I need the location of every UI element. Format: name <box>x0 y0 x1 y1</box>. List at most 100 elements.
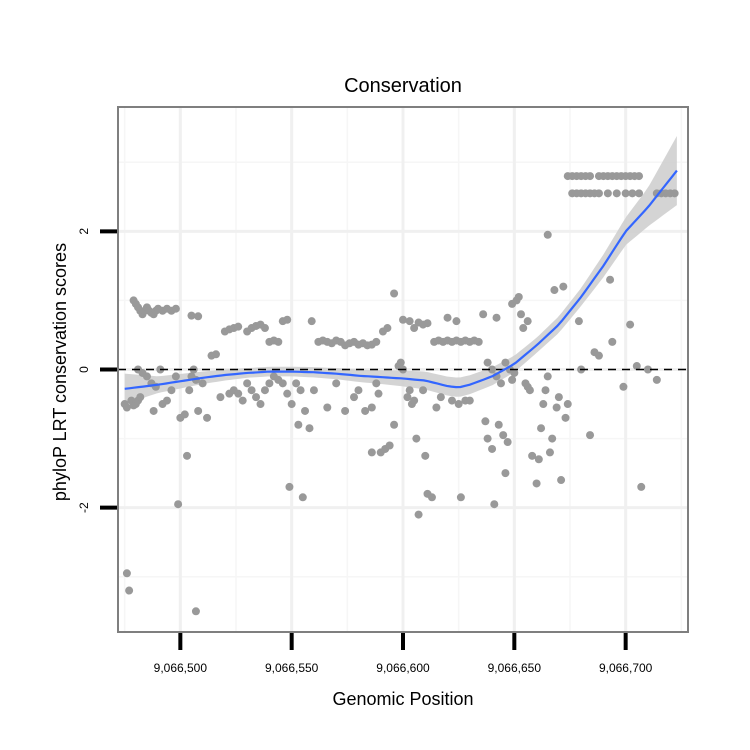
data-point <box>238 396 247 405</box>
data-point <box>252 393 261 402</box>
data-point <box>479 310 488 319</box>
data-point <box>211 350 220 359</box>
data-point <box>501 358 510 367</box>
data-point <box>294 420 303 429</box>
data-point <box>574 317 583 326</box>
data-point <box>519 324 528 333</box>
data-point <box>557 476 566 485</box>
data-point <box>563 400 572 409</box>
data-point <box>198 379 207 388</box>
data-point <box>350 393 359 402</box>
data-point <box>447 396 456 405</box>
data-point <box>628 189 637 198</box>
x-axis: 9,066,500 9,066,550 9,066,600 9,066,650 9,06… <box>154 633 653 675</box>
data-point <box>490 500 499 509</box>
data-point <box>298 493 307 502</box>
x-axis-label: Genomic Position <box>332 689 473 709</box>
data-point <box>652 375 661 384</box>
data-point <box>287 400 296 409</box>
data-point <box>390 420 399 429</box>
data-point <box>122 403 131 412</box>
data-point <box>390 289 399 298</box>
data-point <box>603 189 612 198</box>
x-tick-label: 9,066,500 <box>154 661 208 675</box>
data-point <box>194 312 203 321</box>
data-point <box>136 393 145 402</box>
data-point <box>517 310 526 319</box>
data-point <box>423 319 432 328</box>
data-point <box>586 172 595 181</box>
data-point <box>508 375 517 384</box>
data-point <box>427 493 436 502</box>
data-point <box>183 451 192 460</box>
data-point <box>125 586 134 595</box>
data-point <box>412 434 421 443</box>
data-point <box>499 431 508 440</box>
data-point <box>301 406 310 415</box>
data-point <box>372 337 381 346</box>
data-point <box>180 410 189 419</box>
data-point <box>541 386 550 395</box>
data-point <box>586 431 595 440</box>
x-tick-label: 9,066,700 <box>599 661 653 675</box>
data-point <box>374 389 383 398</box>
data-point <box>637 482 646 491</box>
data-point <box>543 230 552 239</box>
data-point <box>309 386 318 395</box>
x-tick-label: 9,066,550 <box>265 661 319 675</box>
data-point <box>528 451 537 460</box>
data-point <box>483 358 492 367</box>
data-point <box>635 189 644 198</box>
data-point <box>494 420 503 429</box>
data-point <box>410 396 419 405</box>
y-tick-label: -2 <box>77 502 91 513</box>
data-point <box>162 396 171 405</box>
data-point <box>305 424 314 433</box>
data-point <box>550 286 559 295</box>
data-point <box>532 479 541 488</box>
data-point <box>332 379 341 388</box>
data-point <box>174 500 183 509</box>
data-point <box>501 469 510 478</box>
data-point <box>383 324 392 333</box>
data-point <box>149 406 158 415</box>
data-point <box>436 393 445 402</box>
data-point <box>465 396 474 405</box>
data-point <box>635 172 644 181</box>
data-point <box>612 189 621 198</box>
data-point <box>171 372 180 381</box>
data-point <box>323 403 332 412</box>
data-point <box>285 482 294 491</box>
data-point <box>367 448 376 457</box>
data-point <box>385 441 394 450</box>
data-point <box>283 315 292 324</box>
data-point <box>432 403 441 412</box>
data-point <box>643 365 652 374</box>
data-point <box>488 444 497 453</box>
data-point <box>234 322 243 331</box>
data-point <box>496 379 505 388</box>
data-point <box>247 386 256 395</box>
x-tick-label: 9,066,650 <box>488 661 542 675</box>
data-point <box>537 424 546 433</box>
data-points <box>120 172 679 616</box>
data-point <box>523 317 532 326</box>
data-point <box>492 313 501 322</box>
data-point <box>552 403 561 412</box>
data-point <box>632 362 641 371</box>
data-point <box>260 324 269 333</box>
data-point <box>307 317 316 326</box>
data-point <box>399 315 407 324</box>
data-point <box>454 400 463 409</box>
data-point <box>670 189 679 198</box>
data-point <box>414 510 423 519</box>
data-point <box>548 434 557 443</box>
data-point <box>456 493 465 502</box>
data-point <box>171 304 180 313</box>
data-point <box>594 351 603 360</box>
data-point <box>481 417 490 426</box>
y-axis: 2 0 -2 <box>77 228 117 513</box>
smooth-fit-line <box>124 169 678 390</box>
data-point <box>274 337 283 346</box>
